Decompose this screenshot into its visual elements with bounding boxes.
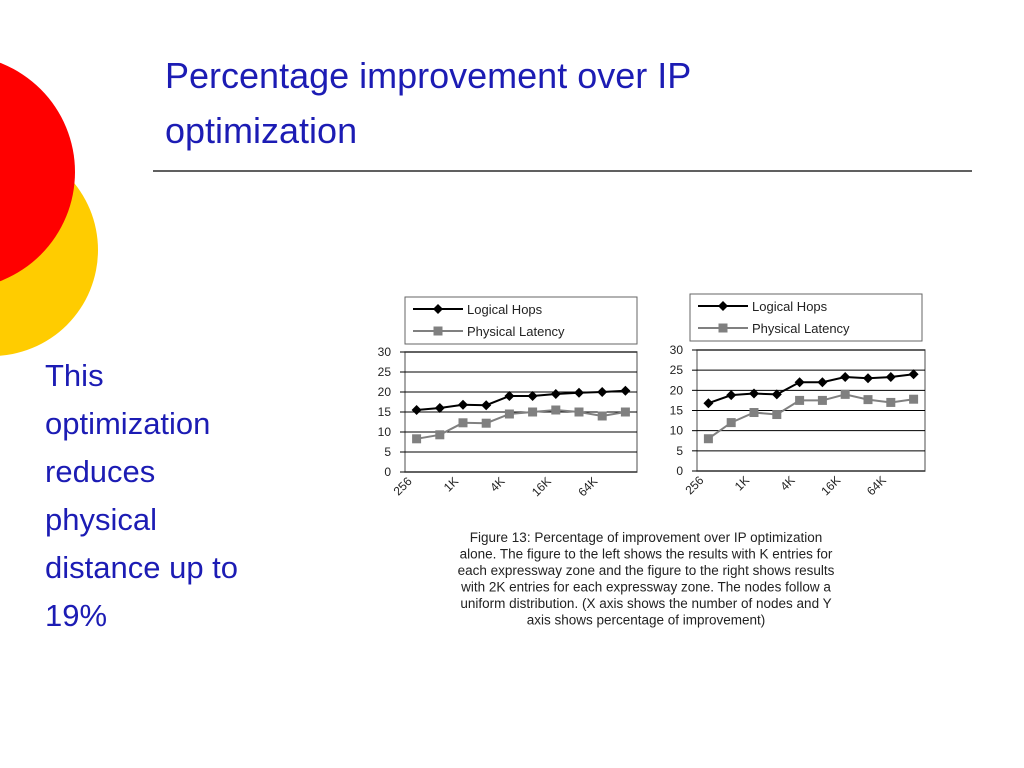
marker [718,301,728,311]
marker [458,399,468,410]
body-text: This [45,358,104,393]
figure-caption: axis shows percentage of improvement) [527,613,766,628]
marker [863,395,873,405]
marker [481,418,491,428]
body-text: reduces [45,454,155,489]
y-tick-label: 0 [384,465,391,479]
marker [433,304,443,314]
y-tick-label: 0 [676,464,683,478]
body-text: optimization [45,406,210,441]
marker [771,389,782,400]
y-tick-label: 5 [384,445,391,459]
slide-title: Percentage improvement over IP [165,55,691,96]
marker [435,430,445,440]
marker [795,395,805,405]
figure-caption: alone. The figure to the left shows the … [460,547,833,562]
marker [620,407,630,417]
y-tick-label: 10 [670,424,684,438]
y-tick-label: 25 [670,363,684,377]
figure-caption: with 2K entries for each expressway zone… [460,580,831,595]
legend-label: Physical Latency [752,321,850,336]
legend-label: Logical Hops [467,302,543,317]
marker [504,391,515,401]
series-line [708,373,914,405]
marker [597,411,607,421]
y-tick-label: 15 [670,404,684,418]
marker [703,398,714,409]
y-tick-label: 25 [378,365,392,379]
marker [749,388,759,399]
marker [434,403,445,413]
marker [726,418,736,428]
y-tick-label: 10 [378,425,392,439]
legend-box [689,293,923,342]
body-text: 19% [45,598,107,633]
marker [817,377,828,388]
body-text: distance up to [45,550,238,585]
marker [863,373,873,384]
marker [433,326,443,336]
marker [703,434,713,444]
slide-title: optimization [165,110,357,151]
marker [817,395,827,405]
marker [411,405,422,415]
marker [551,405,561,415]
legend-label: Physical Latency [467,324,565,339]
marker [527,391,538,401]
marker [574,407,584,417]
marker [908,369,919,380]
marker [772,410,782,420]
marker [840,389,850,399]
legend-box [404,296,638,345]
marker [620,385,631,396]
marker [840,372,851,383]
figure-caption: uniform distribution. (X axis shows the … [460,596,831,611]
figure-caption: Figure 13: Percentage of improvement ove… [470,530,822,545]
body-text: physical [45,502,157,537]
marker [412,434,422,444]
y-tick-label: 20 [378,385,392,399]
marker [481,400,492,411]
marker [458,418,468,428]
marker [574,387,584,398]
y-tick-label: 20 [670,383,684,397]
series-line [416,389,626,411]
marker [597,387,608,397]
legend-label: Logical Hops [752,299,828,314]
marker [718,323,728,333]
decor-circle-red [0,62,75,282]
marker [550,389,561,399]
marker [749,408,759,418]
marker [726,390,737,401]
y-tick-label: 30 [378,345,392,359]
series-line [707,393,914,440]
marker [885,372,896,383]
marker [504,409,514,419]
marker [528,407,538,417]
y-tick-label: 30 [670,343,684,357]
figure-caption: each expressway zone and the figure to t… [458,563,835,578]
y-tick-label: 15 [378,405,392,419]
series-line [416,408,626,440]
marker [886,397,896,407]
y-tick-label: 5 [676,444,683,458]
marker [794,377,805,388]
marker [909,394,919,404]
